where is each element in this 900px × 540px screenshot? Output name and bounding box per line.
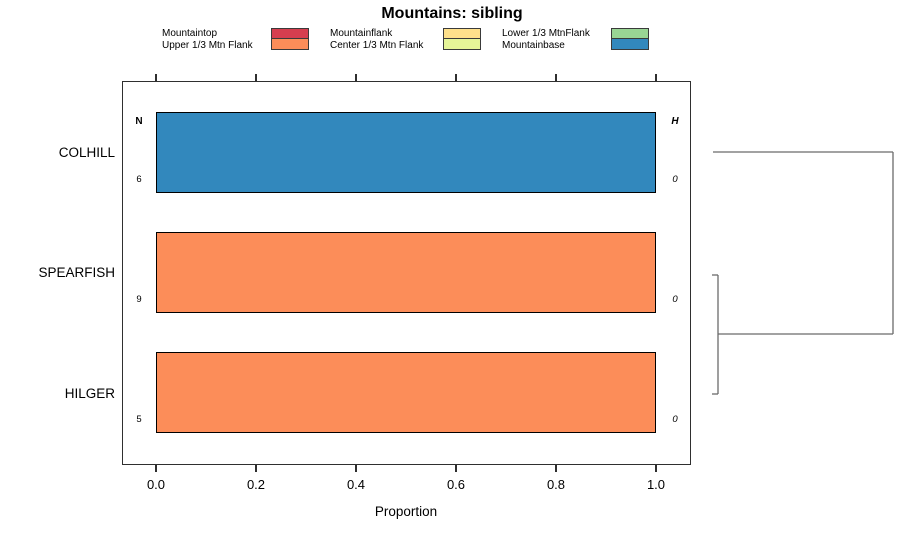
legend-label: Lower 1/3 MtnFlank [502, 28, 590, 39]
legend-group-3: Lower 1/3 MtnFlank Mountainbase [502, 28, 590, 52]
axis-tick-top [555, 74, 557, 81]
x-tick-label: 0.2 [246, 477, 266, 492]
x-tick-label: 1.0 [646, 477, 666, 492]
legend-swatches-1 [271, 28, 309, 50]
axis-tick-bottom [155, 465, 157, 472]
axis-tick-top [355, 74, 357, 81]
axis-tick-top [155, 74, 157, 81]
legend-label: Mountaintop [162, 28, 218, 39]
x-tick-label: 0.0 [146, 477, 166, 492]
plot-area-box [122, 81, 691, 465]
axis-tick-top [255, 74, 257, 81]
x-tick-label: 0.8 [546, 477, 566, 492]
axis-tick-bottom [655, 465, 657, 472]
x-axis-title: Proportion [374, 504, 438, 519]
legend-label: Mountainflank [330, 28, 393, 39]
h-value-spearfish: 0 [672, 294, 678, 305]
bar-spearfish [156, 232, 656, 313]
bar-colhill [156, 112, 656, 193]
legend-label: Mountainbase [502, 40, 565, 51]
n-value-spearfish: 9 [136, 294, 142, 305]
legend-group-1: Mountaintop Upper 1/3 Mtn Flank [162, 28, 253, 52]
h-column-header: H [671, 116, 679, 127]
bar-hilger [156, 352, 656, 433]
axis-tick-top [655, 74, 657, 81]
legend-swatches-3 [611, 28, 649, 50]
legend-swatches-2 [443, 28, 481, 50]
legend-swatch-lower-13-mtnflank [611, 28, 649, 39]
axis-tick-bottom [555, 465, 557, 472]
legend-group-2: Mountainflank Center 1/3 Mtn Flank [330, 28, 423, 52]
cluster-dendrogram [712, 151, 894, 395]
site-label-spearfish: SPEARFISH [38, 265, 115, 280]
legend-swatch-upper-13-mtn-flank [271, 39, 309, 50]
n-value-colhill: 6 [136, 174, 142, 185]
h-value-colhill: 0 [672, 174, 678, 185]
axis-tick-top [455, 74, 457, 81]
legend-label: Upper 1/3 Mtn Flank [162, 40, 253, 51]
legend-swatch-mountainflank [443, 28, 481, 39]
n-column-header: N [135, 116, 143, 127]
axis-tick-bottom [455, 465, 457, 472]
x-tick-label: 0.6 [446, 477, 466, 492]
legend-swatch-center-13-mtn-flank [443, 39, 481, 50]
chart-title: Mountains: sibling [381, 5, 523, 22]
h-value-hilger: 0 [672, 414, 678, 425]
legend-label: Center 1/3 Mtn Flank [330, 40, 424, 51]
axis-tick-bottom [255, 465, 257, 472]
legend-swatch-mountainbase [611, 39, 649, 50]
axis-tick-bottom [355, 465, 357, 472]
legend-swatch-mountaintop [271, 28, 309, 39]
n-value-hilger: 5 [136, 414, 142, 425]
site-label-colhill: COLHILL [58, 145, 115, 160]
site-label-hilger: HILGER [64, 386, 115, 401]
x-tick-label: 0.4 [346, 477, 366, 492]
